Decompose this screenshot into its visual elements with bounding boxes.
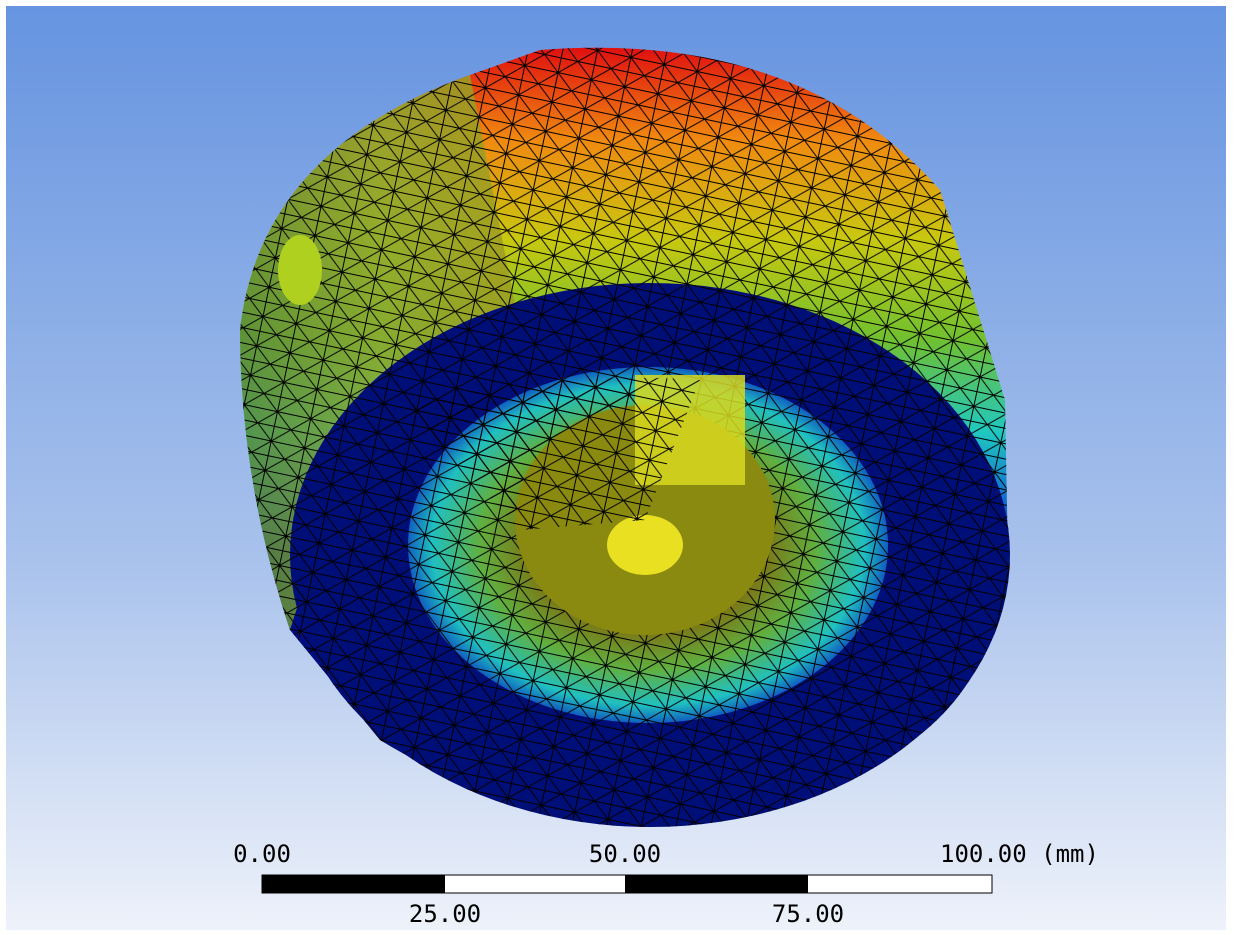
scale-label: 50.00 — [589, 840, 661, 868]
scale-bar: 0.00 50.00 100.00 (mm) 25.00 75.00 — [233, 840, 1099, 928]
scale-label: 100.00 (mm) — [940, 840, 1099, 868]
model — [240, 47, 1010, 827]
scale-label: 0.00 — [233, 840, 291, 868]
scale-label: 75.00 — [772, 900, 844, 928]
scale-label: 25.00 — [409, 900, 481, 928]
